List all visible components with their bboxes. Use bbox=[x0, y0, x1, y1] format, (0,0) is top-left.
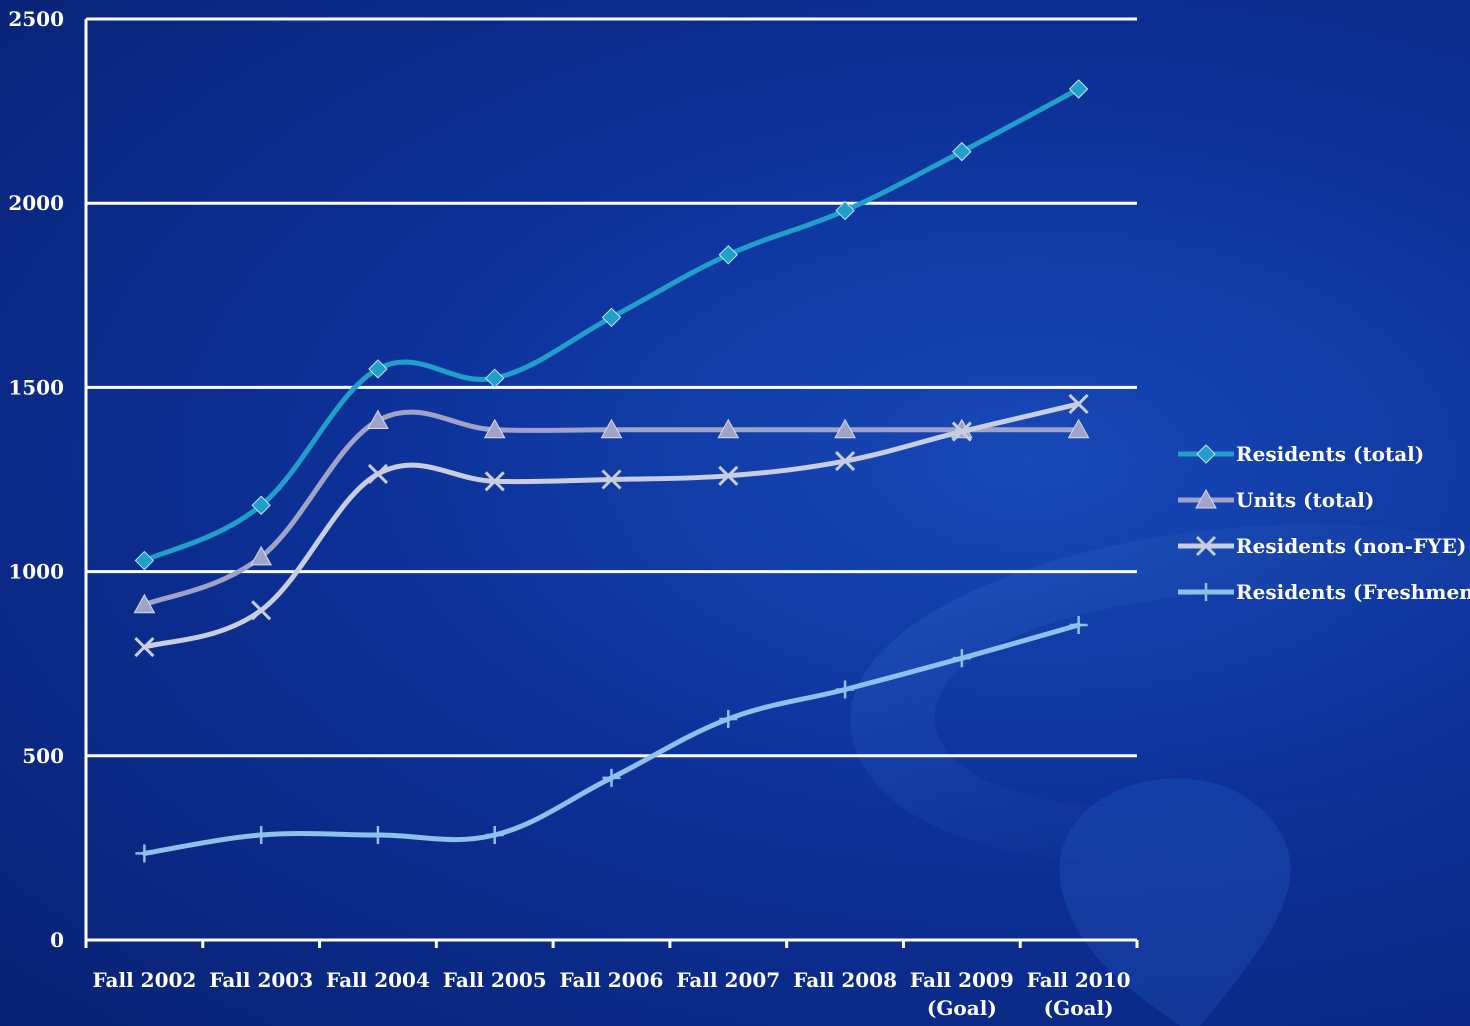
data-point bbox=[717, 418, 740, 439]
x-tick-label: Fall 2009 bbox=[910, 968, 1014, 992]
marker-stroke bbox=[484, 471, 505, 492]
axes bbox=[84, 19, 1139, 948]
marker-stroke bbox=[367, 463, 389, 485]
y-tick-label: 2500 bbox=[8, 7, 64, 31]
y-tick-label: 1000 bbox=[8, 560, 64, 584]
data-point bbox=[601, 469, 622, 490]
series-residents-non-fye bbox=[134, 393, 1089, 658]
series-units-total bbox=[133, 409, 1090, 614]
legend-label: Residents (Freshmen) bbox=[1236, 580, 1470, 604]
y-tick-label: 1500 bbox=[8, 375, 64, 399]
marker-stroke bbox=[951, 421, 972, 442]
data-point bbox=[1068, 79, 1089, 99]
data-point bbox=[134, 637, 155, 658]
marker-stroke bbox=[834, 451, 856, 472]
data-point bbox=[951, 421, 972, 442]
legend-item: Residents (total) bbox=[1178, 442, 1424, 466]
legend-item: Residents (Freshmen) bbox=[1178, 580, 1470, 604]
data-point bbox=[134, 550, 155, 571]
legend-marker bbox=[1195, 535, 1217, 557]
marker-stroke bbox=[718, 465, 739, 486]
legend-label: Units (total) bbox=[1236, 488, 1374, 512]
legend-marker bbox=[1196, 444, 1216, 464]
series-group bbox=[133, 79, 1090, 863]
legend: Residents (total) Units (total) Residents … bbox=[1178, 442, 1470, 604]
data-point bbox=[718, 245, 738, 265]
marker-stroke bbox=[251, 600, 272, 621]
y-tick-label: 2000 bbox=[8, 191, 64, 215]
x-tick-label: (Goal) bbox=[927, 996, 997, 1020]
x-tick-label: Fall 2002 bbox=[92, 968, 196, 992]
data-point bbox=[484, 471, 505, 492]
data-point bbox=[952, 649, 971, 668]
data-point bbox=[1068, 393, 1089, 415]
series-residents-freshmen bbox=[135, 616, 1088, 863]
marker-stroke bbox=[1195, 535, 1217, 557]
data-point bbox=[368, 359, 388, 379]
marker-stroke bbox=[134, 637, 155, 658]
data-point bbox=[250, 545, 273, 566]
x-tick-label: (Goal) bbox=[1044, 996, 1114, 1020]
data-point bbox=[600, 418, 623, 439]
data-point bbox=[719, 709, 738, 728]
legend-label: Residents (total) bbox=[1236, 442, 1424, 466]
data-point bbox=[835, 200, 855, 221]
gridlines bbox=[86, 17, 1137, 758]
series-line bbox=[141, 409, 1082, 608]
data-point bbox=[367, 463, 389, 485]
x-tick-label: Fall 2008 bbox=[793, 968, 897, 992]
marker-stroke bbox=[1068, 393, 1089, 415]
legend-marker bbox=[1197, 583, 1215, 601]
data-point bbox=[485, 368, 505, 388]
data-point bbox=[367, 409, 389, 430]
legend-item: Residents (non-FYE) bbox=[1178, 534, 1466, 558]
data-point bbox=[251, 495, 271, 515]
x-tick-label: Fall 2003 bbox=[209, 968, 313, 992]
y-tick-label: 0 bbox=[50, 928, 64, 952]
data-point bbox=[133, 593, 156, 614]
data-point bbox=[368, 826, 387, 845]
x-tick-label: Fall 2004 bbox=[326, 968, 430, 992]
y-axis-ticks: 0 500 1000 1500 2000 2500 bbox=[8, 7, 64, 952]
data-point bbox=[135, 844, 154, 863]
data-point bbox=[1067, 418, 1090, 439]
x-tick-label: Fall 2005 bbox=[443, 968, 547, 992]
series-residents-total bbox=[134, 79, 1089, 571]
x-tick-label: Fall 2007 bbox=[676, 968, 780, 992]
data-point bbox=[836, 680, 855, 699]
x-axis-ticks: Fall 2002 Fall 2003 Fall 2004 Fall 2005 Fall… bbox=[92, 968, 1130, 1020]
data-point bbox=[834, 451, 856, 472]
legend-marker bbox=[1195, 488, 1217, 509]
data-point bbox=[834, 418, 856, 439]
marker-stroke bbox=[601, 469, 622, 490]
data-point bbox=[602, 768, 621, 787]
data-point bbox=[483, 418, 506, 439]
data-point bbox=[601, 307, 622, 328]
y-tick-label: 500 bbox=[22, 744, 64, 768]
series-line bbox=[141, 401, 1082, 650]
data-point bbox=[252, 826, 271, 845]
data-point bbox=[718, 465, 739, 486]
data-point bbox=[485, 826, 504, 845]
data-point bbox=[251, 600, 272, 621]
x-tick-label: Fall 2010 bbox=[1027, 968, 1131, 992]
data-point bbox=[1069, 616, 1088, 635]
legend-item: Units (total) bbox=[1178, 488, 1374, 512]
legend-label: Residents (non-FYE) bbox=[1236, 534, 1466, 558]
series-line bbox=[141, 622, 1082, 856]
data-point bbox=[952, 141, 972, 162]
x-tick-label: Fall 2006 bbox=[560, 968, 664, 992]
